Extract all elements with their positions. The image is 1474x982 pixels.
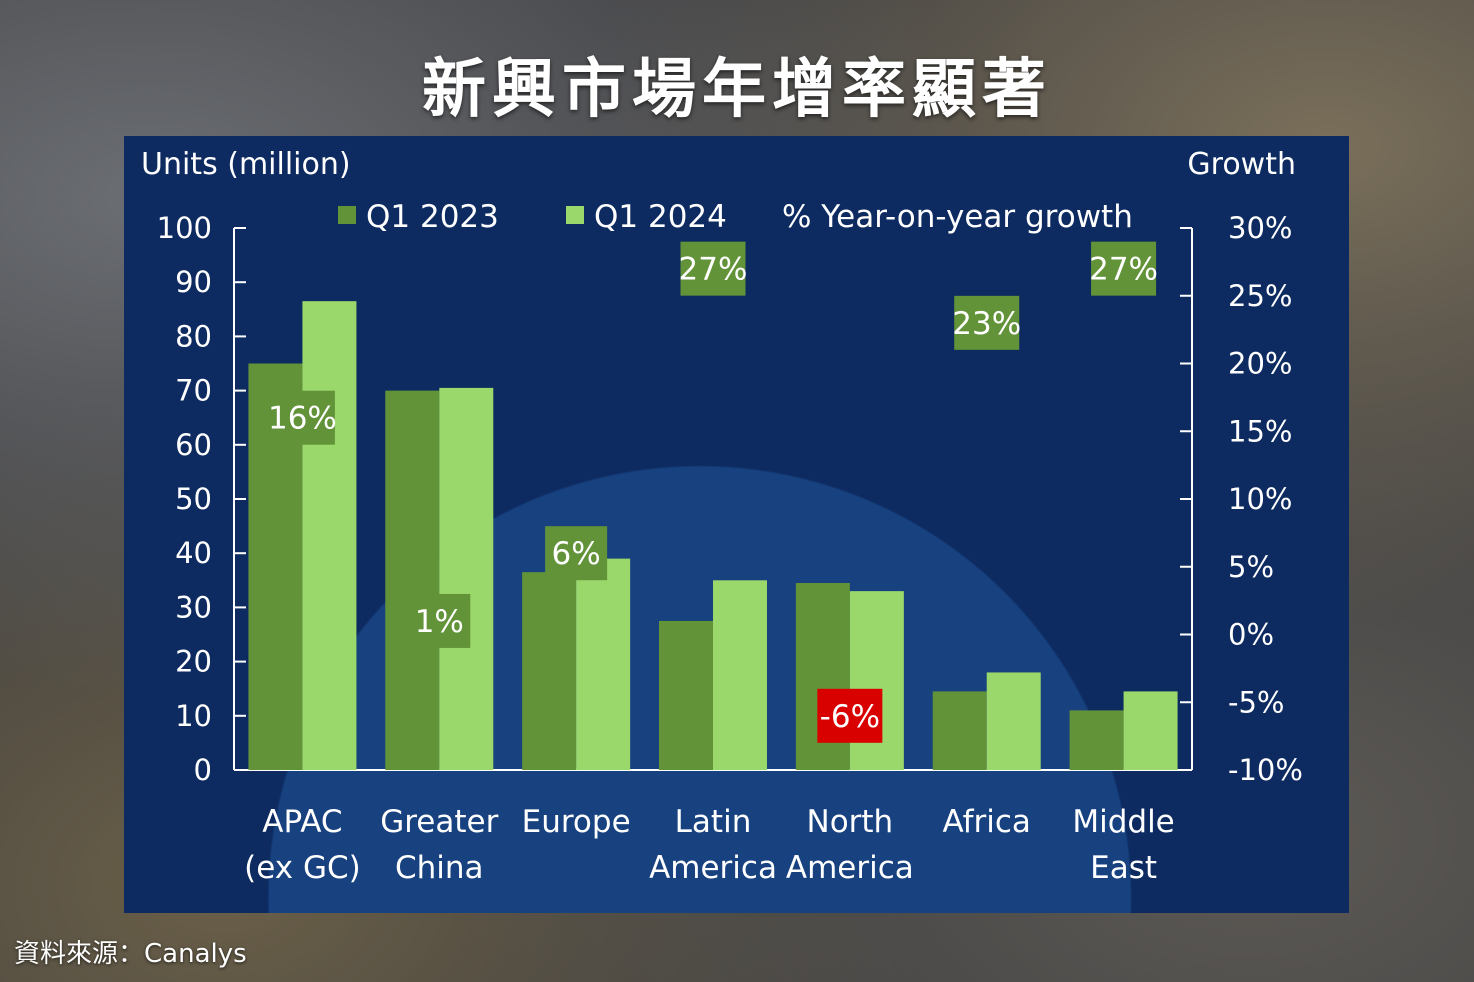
y2-tick-label: 30%: [1228, 211, 1292, 245]
y-tick-label: 90: [175, 265, 212, 299]
x-tick-label: North: [807, 804, 894, 840]
growth-label-box: [680, 241, 746, 296]
y-tick-label: 80: [175, 319, 212, 353]
y2-tick-label: -5%: [1228, 685, 1284, 719]
y-tick-label: 70: [175, 374, 212, 408]
y-tick-label: 20: [175, 645, 212, 679]
y2-tick-label: 20%: [1228, 347, 1292, 381]
bar-q1-2024: [576, 558, 631, 770]
x-tick-label: America: [786, 850, 914, 886]
bar-q1-2024: [1123, 691, 1178, 770]
y-tick-label: 10: [175, 699, 212, 733]
growth-label: 27%: [679, 252, 748, 288]
y2-tick-label: 10%: [1228, 482, 1292, 516]
legend-label-q1-2024: Q1 2024: [594, 199, 727, 235]
bar-q1-2024: [849, 591, 904, 770]
x-tick-label: Greater: [380, 804, 498, 840]
bar-q1-2024: [713, 580, 767, 770]
y2-tick-label: 0%: [1228, 618, 1274, 652]
legend-swatch-q1-2023: [338, 206, 356, 224]
y2-tick-label: 5%: [1228, 550, 1274, 584]
y-tick-label: 40: [175, 536, 212, 570]
bar-chart: Units (million) Growth 0 10 20 30 40 50 60 70 80 90…: [141, 147, 1303, 886]
x-tick-label: APAC: [262, 804, 342, 840]
legend-swatch-q1-2024: [566, 206, 584, 224]
y-axis-title: Units (million): [141, 147, 351, 182]
x-tick-label: Latin: [675, 804, 752, 840]
bar-q1-2023: [659, 620, 713, 770]
growth-label: 6%: [552, 536, 601, 572]
y2-tick-label: -10%: [1228, 753, 1303, 787]
growth-label: 23%: [952, 306, 1021, 342]
y2-tick-label: 15%: [1228, 414, 1292, 448]
x-tick-label: (ex GC): [244, 850, 361, 886]
y-tick-label: 50: [175, 482, 212, 516]
bar-q1-2024: [439, 387, 494, 770]
bar-q1-2023: [1069, 710, 1124, 770]
y2-tick-label: 25%: [1228, 279, 1292, 313]
y-tick-label: 60: [175, 428, 212, 462]
y2-axis-title: Growth: [1187, 147, 1296, 182]
legend-label-growth: % Year-on-year growth: [782, 199, 1133, 235]
x-tick-label: America: [649, 850, 777, 886]
growth-label: -6%: [820, 699, 880, 735]
growth-label-box: [1091, 241, 1157, 296]
x-tick-label: Africa: [943, 804, 1031, 840]
x-tick-label: China: [395, 850, 484, 886]
y-tick-label: 100: [157, 211, 212, 245]
y-tick-label: 0: [194, 753, 212, 787]
x-tick-label: Europe: [522, 804, 631, 840]
growth-label: 27%: [1089, 252, 1158, 288]
bar-q1-2023: [932, 691, 987, 770]
legend-label-q1-2023: Q1 2023: [366, 199, 499, 235]
growth-label-box: [817, 688, 883, 743]
y-tick-label: 30: [175, 590, 212, 624]
bar-q1-2024: [986, 672, 1041, 770]
bar-q1-2023: [522, 572, 577, 770]
growth-label: 1%: [415, 604, 464, 640]
x-tick-label: Middle: [1072, 804, 1174, 840]
growth-label-box: [408, 593, 471, 648]
growth-label-box: [269, 390, 335, 445]
growth-label-box: [545, 526, 608, 581]
x-tick-label: East: [1090, 850, 1157, 886]
bar-q1-2023: [385, 390, 440, 770]
chart-panel: Units (million) Growth 0 10 20 30 40 50 60 70 80 90…: [124, 136, 1349, 913]
bar-q1-2024: [302, 301, 357, 770]
source-note: 資料來源：Canalys: [14, 939, 247, 969]
page-title: 新興市場年增率顯著: [422, 53, 1052, 127]
growth-label: 16%: [268, 401, 337, 437]
growth-label-box: [954, 295, 1020, 350]
